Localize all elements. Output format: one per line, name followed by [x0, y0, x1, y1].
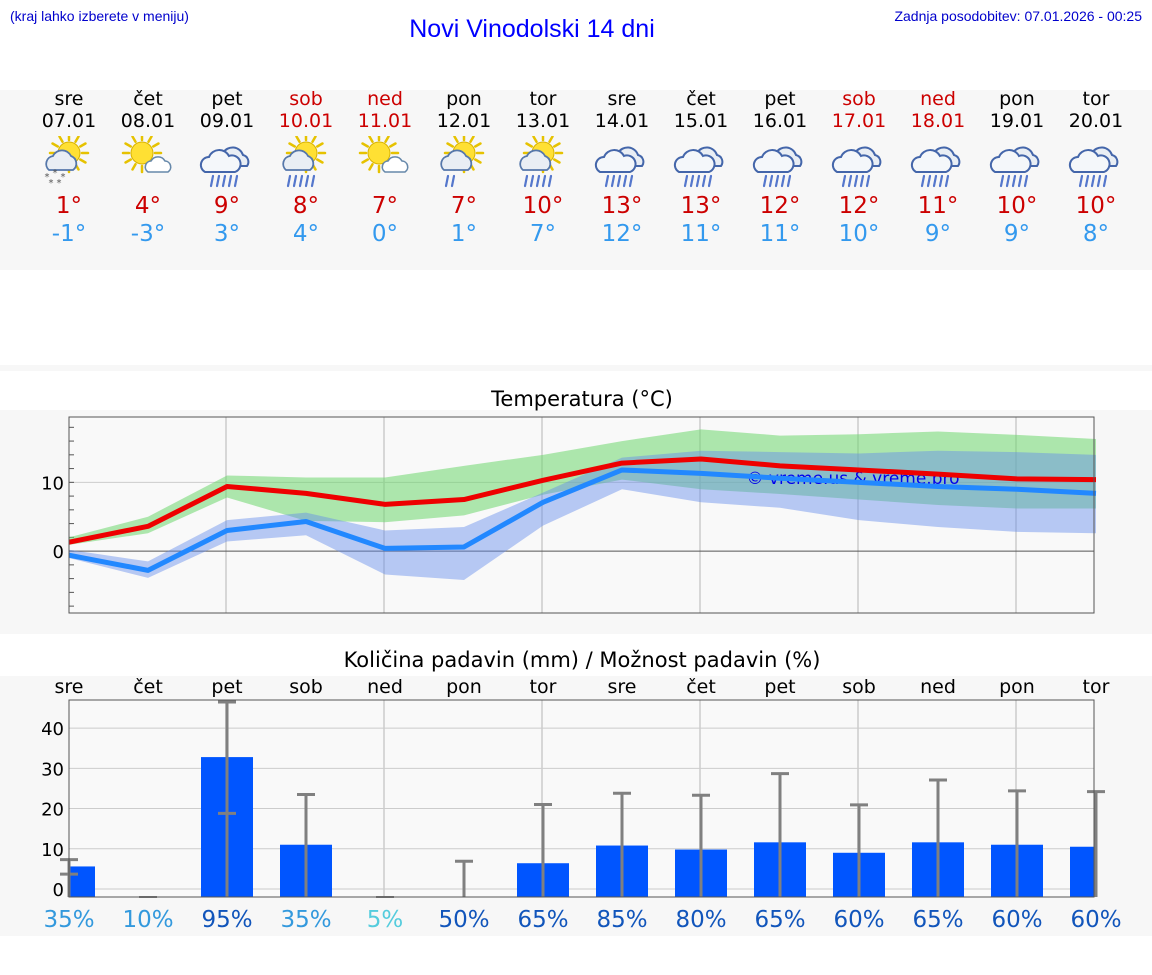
forecast-day: pon 12.01 7° 1°: [425, 88, 503, 248]
sun-cloud-icon: [358, 136, 409, 174]
rain-cloud-icon: [673, 146, 724, 188]
forecast-day: tor 20.01 10° 8°: [1057, 88, 1135, 248]
temperature-chart-title: Temperatura (°C): [491, 387, 673, 411]
svg-text:*: *: [53, 168, 58, 179]
forecast-day: sre 14.01 13° 12°: [583, 88, 661, 248]
svg-text:*: *: [45, 172, 50, 183]
min-temperature: 9°: [1003, 221, 1031, 247]
day-date: 07.01: [41, 110, 97, 132]
last-update-label: Zadnja posodobitev: 07.01.2026 - 00:25: [894, 8, 1142, 24]
forecast-day: tor 13.01 10° 7°: [504, 88, 582, 248]
sun-cloud-rain-icon: [282, 136, 327, 188]
max-temperature: 12°: [838, 193, 880, 219]
rain-cloud-icon: [199, 146, 250, 188]
precipitation-chart-title: Količina padavin (mm) / Možnost padavin …: [343, 648, 821, 672]
min-temperature: 11°: [759, 221, 801, 247]
max-temperature: 10°: [1075, 193, 1117, 219]
min-temperature: 8°: [1082, 221, 1110, 247]
day-name: pon: [999, 88, 1035, 110]
day-name: sob: [842, 88, 876, 110]
max-temperature: 11°: [917, 193, 959, 219]
svg-text:*: *: [57, 178, 62, 188]
min-temperature: -1°: [51, 221, 87, 247]
daily-forecast-panel: [0, 90, 1152, 270]
forecast-day: pet 09.01 9° 3°: [188, 88, 266, 248]
min-temperature: 4°: [292, 221, 320, 247]
min-temperature: 7°: [529, 221, 557, 247]
day-name: pet: [211, 88, 243, 110]
max-temperature: 7°: [450, 193, 478, 219]
rain-cloud-icon: [831, 146, 882, 188]
min-temperature: 9°: [924, 221, 952, 247]
forecast-day: sob 17.01 12° 10°: [820, 88, 898, 248]
day-name: tor: [529, 88, 557, 110]
min-temperature: 11°: [680, 221, 722, 247]
max-temperature: 12°: [759, 193, 801, 219]
day-name: čet: [686, 88, 716, 110]
max-temperature: 1°: [55, 193, 83, 219]
day-date: 17.01: [831, 110, 887, 132]
max-temperature: 4°: [134, 193, 162, 219]
forecast-day: ned 11.01 7° 0°: [346, 88, 424, 248]
day-name: sre: [54, 88, 84, 110]
temperature-chart-panel: [0, 410, 1152, 634]
forecast-day: sob 10.01 8° 4°: [267, 88, 345, 248]
forecast-day: pon 19.01 10° 9°: [978, 88, 1056, 248]
day-name: sre: [607, 88, 637, 110]
day-date: 19.01: [989, 110, 1045, 132]
max-temperature: 9°: [213, 193, 241, 219]
day-date: 12.01: [436, 110, 492, 132]
day-name: sob: [289, 88, 323, 110]
day-date: 11.01: [357, 110, 413, 132]
day-date: 16.01: [752, 110, 808, 132]
max-temperature: 10°: [522, 193, 564, 219]
svg-text:*: *: [61, 172, 66, 183]
sun-cloud-rain-icon: [519, 136, 564, 188]
day-name: ned: [367, 88, 403, 110]
rain-cloud-icon: [989, 146, 1040, 188]
rain-cloud-icon: [594, 146, 645, 188]
rain-cloud-icon: [1068, 146, 1119, 188]
min-temperature: 10°: [838, 221, 880, 247]
max-temperature: 13°: [680, 193, 722, 219]
forecast-day: čet 15.01 13° 11°: [662, 88, 740, 248]
location-menu-hint: (kraj lahko izberete v meniju): [10, 8, 189, 24]
day-name: ned: [920, 88, 956, 110]
forecast-day: čet 08.01 4° -3°: [109, 88, 187, 248]
max-temperature: 7°: [371, 193, 399, 219]
max-temperature: 13°: [601, 193, 643, 219]
sun-cloud-icon: [121, 136, 172, 174]
forecast-day: ned 18.01 11° 9°: [899, 88, 977, 248]
day-date: 10.01: [278, 110, 334, 132]
min-temperature: 1°: [450, 221, 478, 247]
day-name: tor: [1082, 88, 1110, 110]
sun-cloud-snow-icon: * * ** *: [45, 136, 90, 188]
min-temperature: 0°: [371, 221, 399, 247]
day-date: 13.01: [515, 110, 571, 132]
sun-cloud-drizzle-icon: [440, 136, 485, 188]
page-title: Novi Vinodolski 14 dni: [409, 15, 655, 43]
day-date: 08.01: [120, 110, 176, 132]
svg-text:*: *: [49, 178, 54, 188]
rain-cloud-icon: [752, 146, 803, 188]
min-temperature: -3°: [130, 221, 166, 247]
min-temperature: 12°: [601, 221, 643, 247]
forecast-day: pet 16.01 12° 11°: [741, 88, 819, 248]
min-temperature: 3°: [213, 221, 241, 247]
day-date: 18.01: [910, 110, 966, 132]
max-temperature: 10°: [996, 193, 1038, 219]
day-name: čet: [133, 88, 163, 110]
day-name: pon: [446, 88, 482, 110]
day-date: 20.01: [1068, 110, 1124, 132]
forecast-day: sre 07.01 * * * * * 1° -1°: [30, 88, 108, 248]
precipitation-chart-panel: [0, 676, 1152, 936]
rain-cloud-icon: [910, 146, 961, 188]
max-temperature: 8°: [292, 193, 320, 219]
day-date: 09.01: [199, 110, 255, 132]
section-divider: [0, 365, 1152, 371]
day-date: 14.01: [594, 110, 650, 132]
day-name: pet: [764, 88, 796, 110]
day-date: 15.01: [673, 110, 729, 132]
